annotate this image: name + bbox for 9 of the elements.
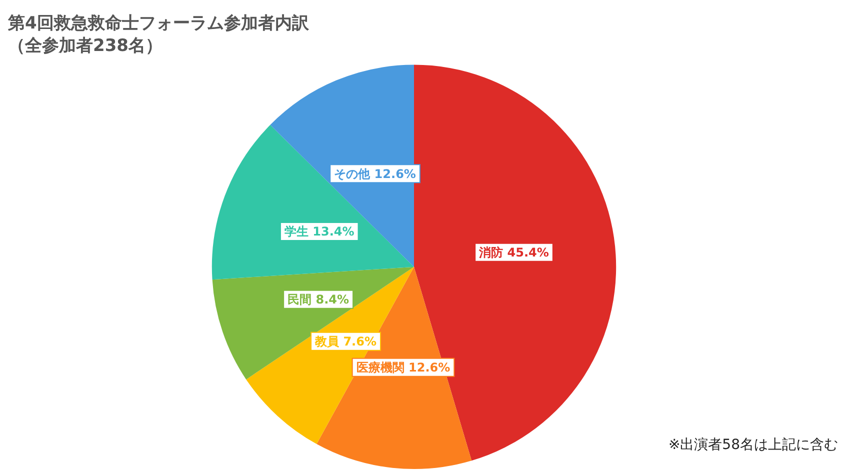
slice-label: 教員 7.6%: [314, 334, 376, 349]
slice-label: 消防 45.4%: [478, 245, 549, 260]
chart-title: 第4回救急救命士フォーラム参加者内訳: [7, 14, 310, 34]
text: ※出演者58名は上記に含む: [668, 437, 838, 453]
slice-label: 学生 13.4%: [284, 224, 354, 239]
chart-subtitle: （全参加者238名）: [8, 36, 162, 56]
slice-label: 民間 8.4%: [288, 292, 350, 306]
slice-label: 医療機関 12.6%: [356, 360, 450, 374]
slice-label: その他 12.6%: [334, 166, 416, 181]
